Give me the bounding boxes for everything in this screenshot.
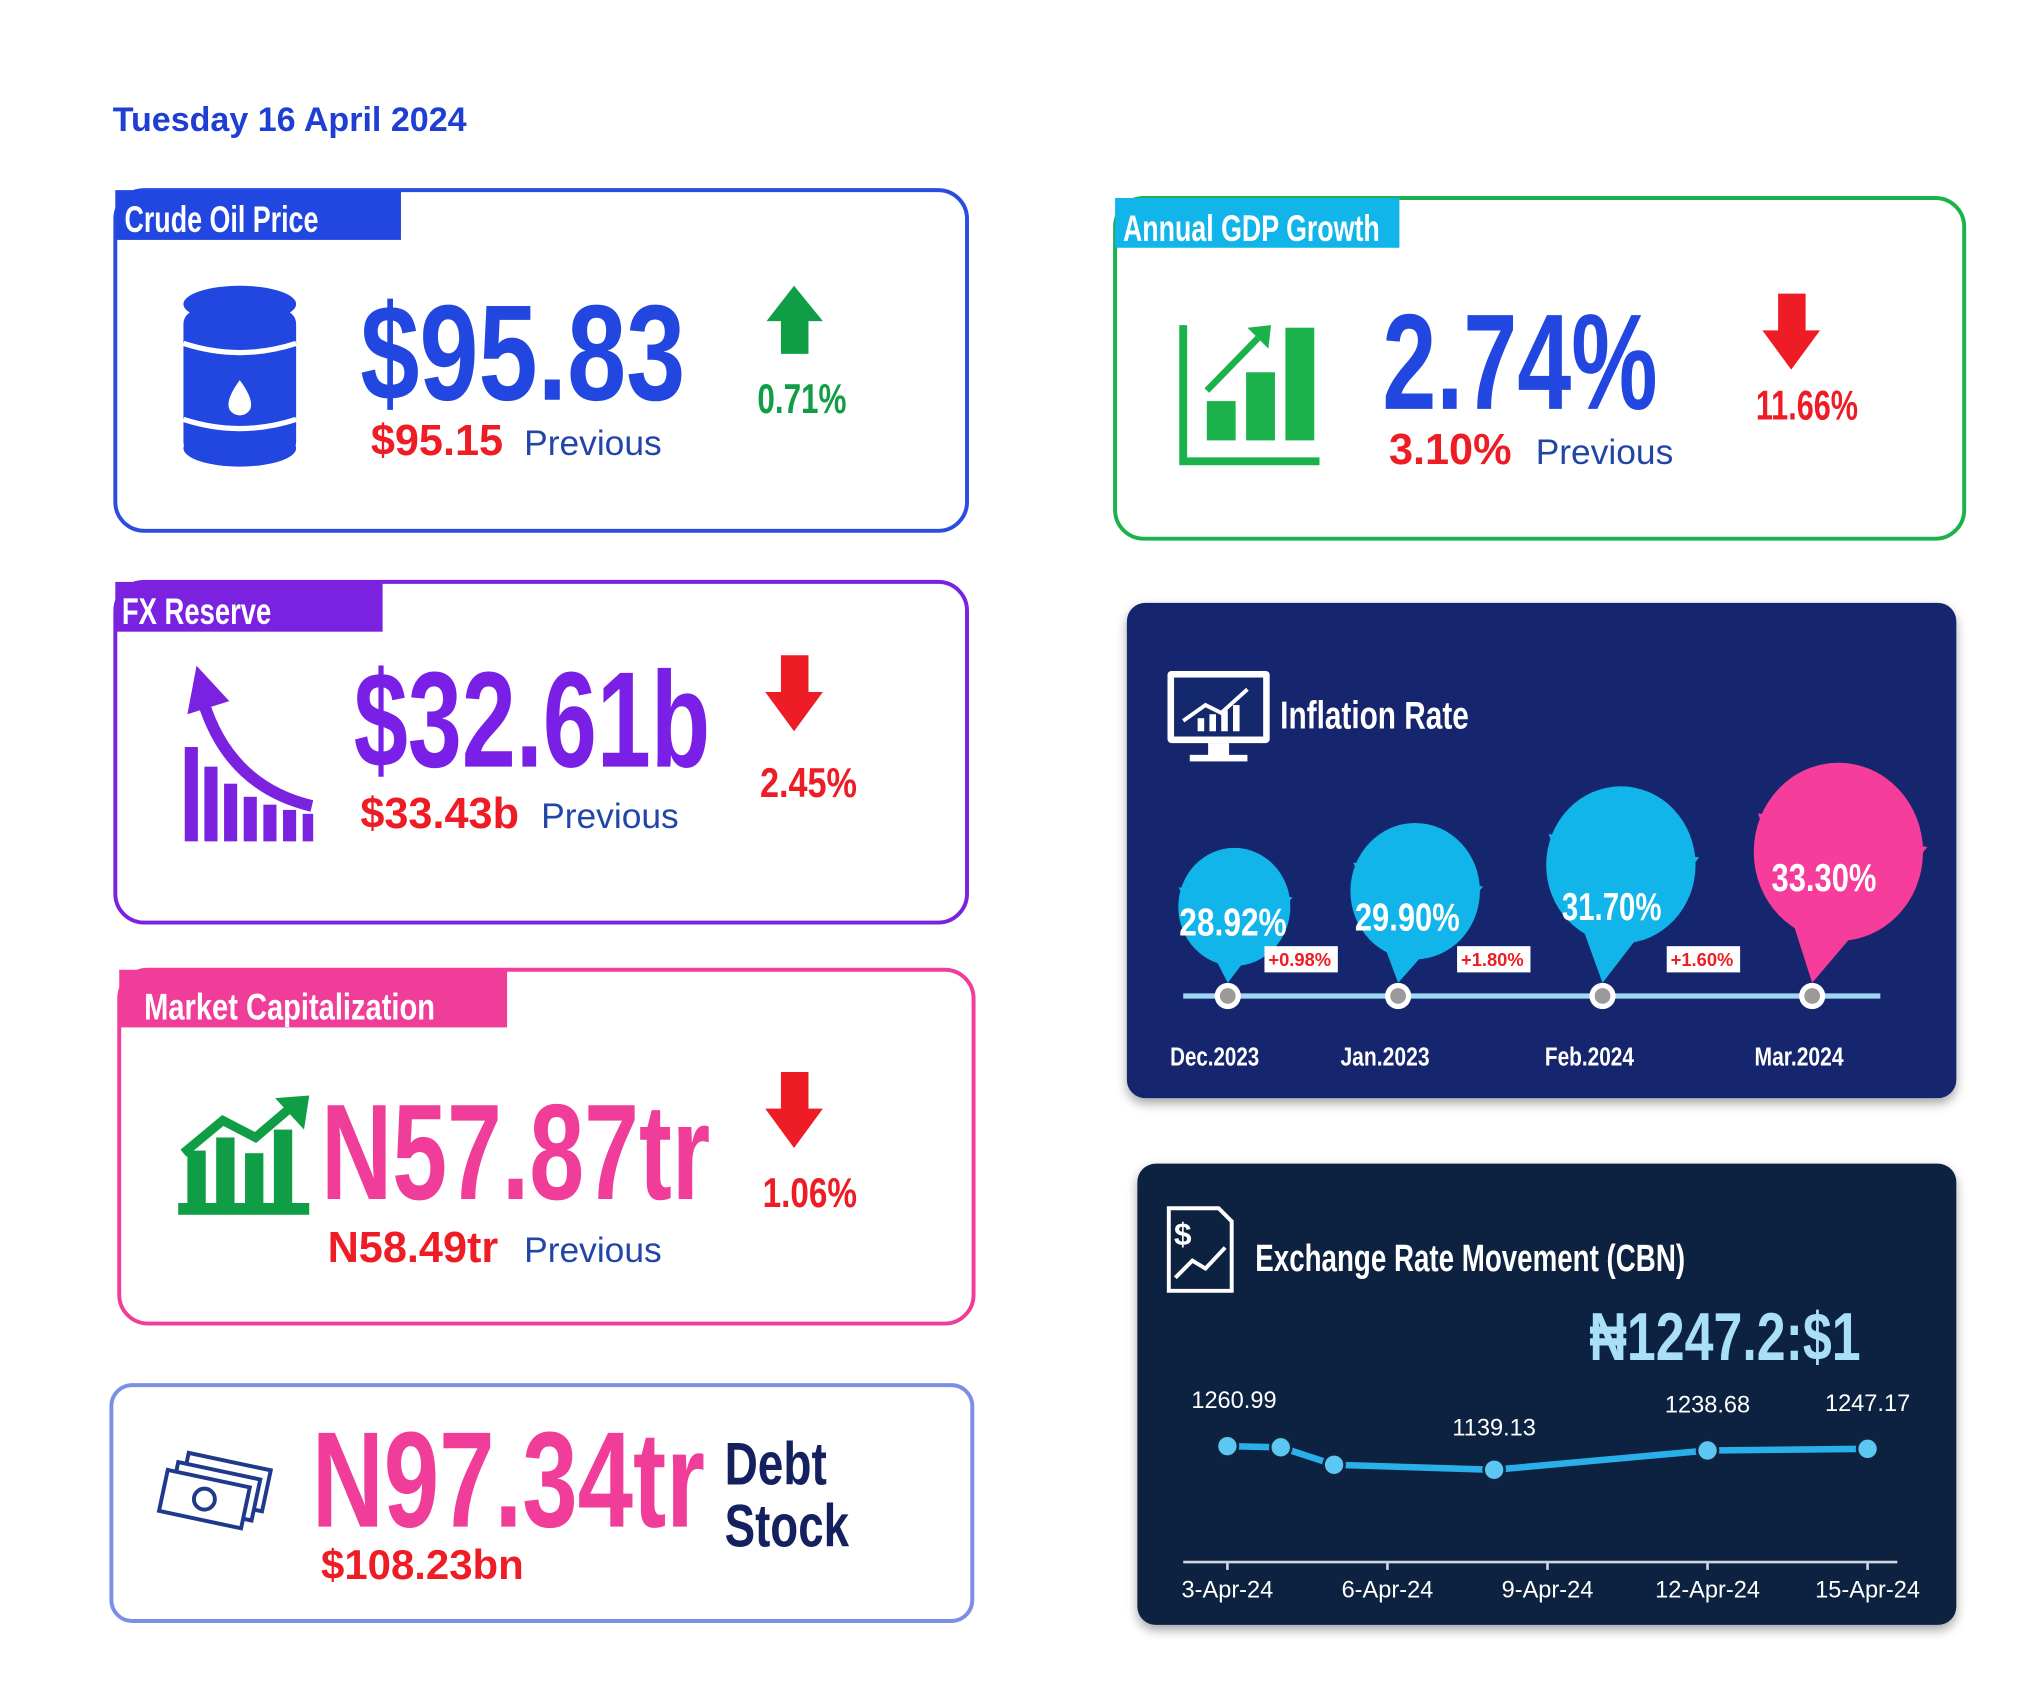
card-tab <box>119 969 508 1028</box>
data-label: 1247.17 <box>1825 1390 1910 1416</box>
data-label: 1139.13 <box>1452 1415 1535 1441</box>
point <box>1695 1438 1720 1463</box>
exchange-icon <box>1166 1206 1234 1293</box>
card-previous: $95.15 <box>371 417 503 465</box>
card-value: 2.74% <box>1382 286 1657 438</box>
debt-label: Stock <box>725 1491 850 1559</box>
card-border <box>109 1383 975 1623</box>
x-tick-label: 3-Apr-24 <box>1182 1576 1274 1602</box>
previous-label: Previous <box>1536 433 1674 472</box>
point <box>1482 1457 1506 1482</box>
point <box>1215 1434 1240 1458</box>
card-tab <box>115 581 383 632</box>
inflation-change: +1.60% <box>1671 949 1734 970</box>
up-arrow <box>766 285 823 354</box>
decline-icon <box>184 665 314 842</box>
card-border <box>117 967 976 1326</box>
inflation-panel <box>1126 602 1957 1099</box>
x-tick-label: 12-Apr-24 <box>1655 1576 1760 1602</box>
inflation-month: Mar.2024 <box>1755 1041 1844 1071</box>
timeline-dot <box>1804 988 1821 1004</box>
point <box>1322 1452 1346 1477</box>
inflation-change: +0.98% <box>1268 949 1331 970</box>
change-box <box>1457 946 1531 973</box>
previous-label: Previous <box>541 797 679 836</box>
change-box <box>1666 946 1741 973</box>
data-label: 1238.68 <box>1665 1391 1750 1417</box>
balloon <box>1350 823 1480 960</box>
x-tick-label: 6-Apr-24 <box>1342 1576 1434 1602</box>
inflation-month: Dec.2023 <box>1170 1041 1259 1071</box>
date: Tuesday 16 April 2024 <box>113 101 467 139</box>
data-label: 1260.99 <box>1191 1387 1276 1413</box>
inflation-change: +1.80% <box>1461 949 1524 970</box>
inflation-rate: 29.90% <box>1355 895 1460 939</box>
money-icon <box>156 1450 274 1531</box>
chart-title: Exchange Rate Movement (CBN) <box>1255 1238 1685 1280</box>
card-previous: $33.43b <box>360 790 519 838</box>
change-box <box>1264 946 1338 973</box>
inflation-rate: 28.92% <box>1179 901 1286 945</box>
down-arrow <box>765 1071 823 1148</box>
card-value: N57.87tr <box>321 1076 710 1228</box>
inflation-month: Jan.2023 <box>1340 1041 1429 1071</box>
exchange-chart: 3-Apr-24 6-Apr-24 9-Apr-24 12-Apr-24 15-Apr-… <box>1182 1387 1920 1602</box>
balloon <box>1546 786 1696 944</box>
market-icon <box>178 1095 310 1215</box>
point <box>1855 1437 1880 1461</box>
chart-subtitle: ₦1247.2:$1 <box>1589 1299 1860 1375</box>
card-value: $32.61b <box>354 644 710 796</box>
card-tab <box>1115 197 1400 248</box>
card-title: Market Capitalization <box>144 987 435 1028</box>
down-arrow <box>1762 293 1821 370</box>
x-tick-label: 15-Apr-24 <box>1815 1576 1920 1602</box>
down-arrow <box>765 655 823 732</box>
card-border <box>113 579 969 925</box>
card-tab <box>115 190 401 240</box>
inflation-rate: 33.30% <box>1772 856 1877 900</box>
barrel-icon <box>182 285 297 467</box>
card-title: Annual GDP Growth <box>1123 208 1380 249</box>
card-border <box>1113 196 1967 541</box>
inflation-rate: 31.70% <box>1562 885 1662 929</box>
inflation-month: Feb.2024 <box>1545 1041 1634 1071</box>
card-value: $95.83 <box>360 277 685 429</box>
debt-value: N97.34tr <box>312 1404 705 1556</box>
card-change: 1.06% <box>763 1169 857 1216</box>
card-title: Crude Oil Price <box>124 199 318 240</box>
balloon <box>1178 847 1291 966</box>
timeline-dot <box>1594 988 1611 1004</box>
exchange-icon-symbol: $ <box>1174 1217 1192 1252</box>
inflation-title: Inflation Rate <box>1280 694 1469 738</box>
growth-icon <box>1179 325 1320 466</box>
x-tick-label: 9-Apr-24 <box>1502 1576 1594 1602</box>
balloons: 28.92% Dec.2023 29.90% Jan.2023 31.70% Feb.20… <box>1170 762 1928 1071</box>
exchange-panel <box>1137 1163 1957 1625</box>
card-change: 0.71% <box>757 375 846 422</box>
card-title: FX Reserve <box>122 591 271 632</box>
card-previous: N58.49tr <box>328 1224 499 1272</box>
monitor-icon <box>1167 671 1270 762</box>
card-change: 11.66% <box>1756 381 1858 428</box>
previous-label: Previous <box>524 1231 662 1270</box>
balloon <box>1753 762 1924 941</box>
previous-label: Previous <box>524 424 662 463</box>
debt-label: Debt <box>725 1430 827 1498</box>
card-previous: 3.10% <box>1389 426 1512 474</box>
timeline-dot <box>1219 988 1236 1004</box>
debt-usd: $108.23bn <box>321 1541 524 1588</box>
card-border <box>113 188 969 533</box>
timeline-dot <box>1390 988 1406 1004</box>
point <box>1268 1435 1293 1460</box>
card-change: 2.45% <box>760 759 857 806</box>
